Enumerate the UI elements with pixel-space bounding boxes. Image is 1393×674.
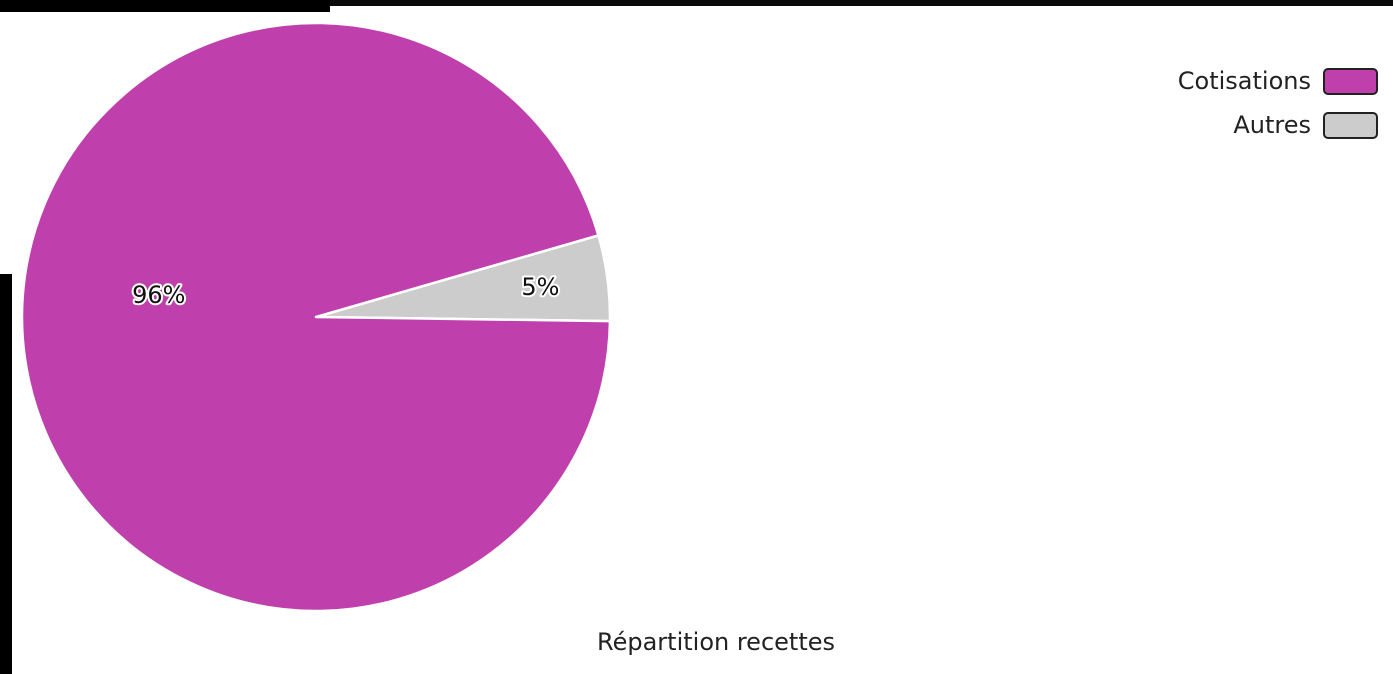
slice-percent-label: 96% bbox=[132, 281, 185, 309]
slice-percent-label: 5% bbox=[521, 273, 559, 301]
chart-legend: Cotisations Autres bbox=[1178, 66, 1378, 140]
legend-label: Autres bbox=[1233, 111, 1311, 139]
legend-swatch bbox=[1323, 111, 1378, 139]
legend-item-autres[interactable]: Autres bbox=[1233, 110, 1378, 140]
legend-swatch bbox=[1323, 67, 1378, 95]
background-dark-edge bbox=[0, 274, 12, 674]
pie-slice-cotisations[interactable] bbox=[20, 21, 612, 613]
legend-item-cotisations[interactable]: Cotisations bbox=[1178, 66, 1378, 96]
legend-label: Cotisations bbox=[1177, 67, 1311, 95]
chart-title: Répartition recettes bbox=[596, 628, 835, 656]
